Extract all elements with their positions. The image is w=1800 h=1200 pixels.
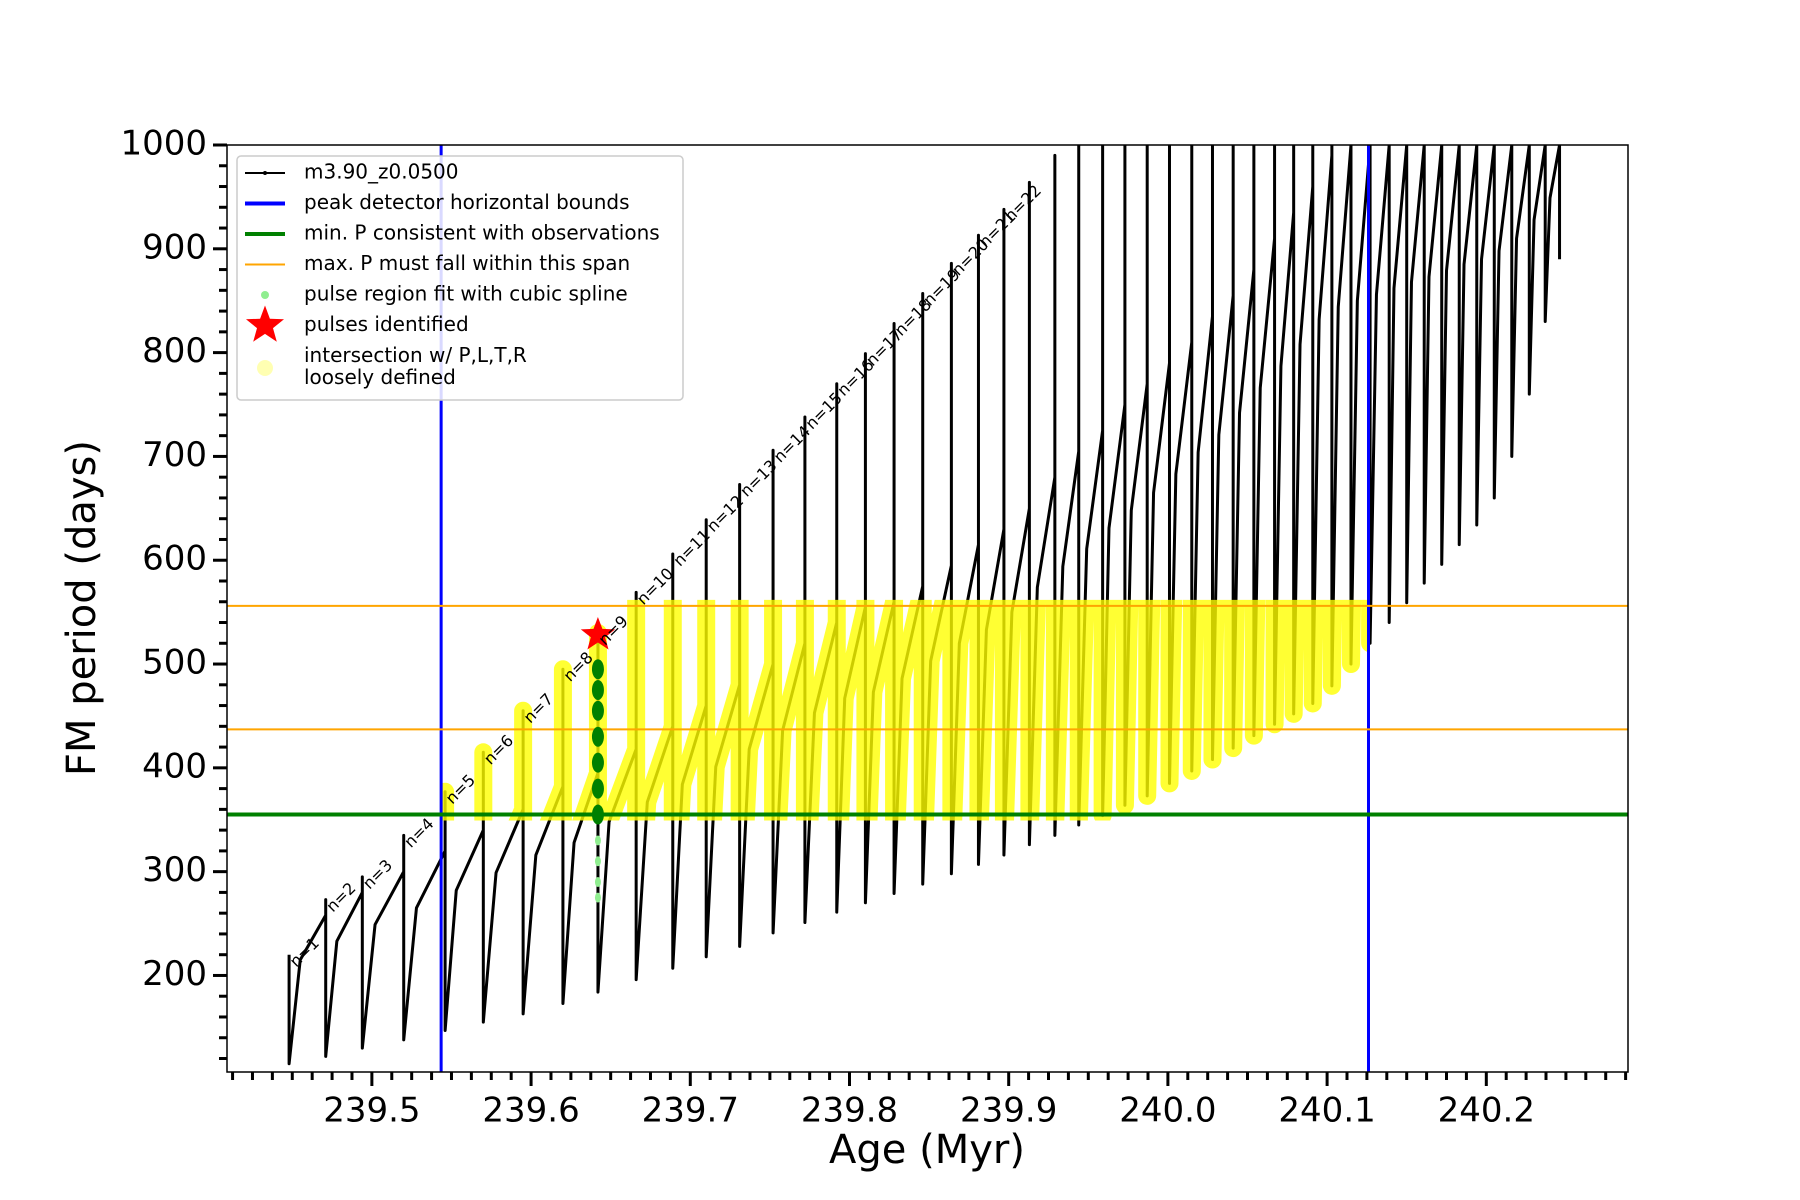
- spline-point: [591, 679, 604, 700]
- spline-point: [591, 752, 604, 773]
- legend-label: intersection w/ P,L,T,R loosely defined: [304, 343, 527, 389]
- legend-label: peak detector horizontal bounds: [304, 190, 630, 214]
- y-tick-label: 600: [142, 539, 207, 579]
- spline-point: [591, 700, 604, 721]
- x-tick-label: 239.5: [323, 1091, 420, 1131]
- spline-point: [594, 877, 601, 888]
- pulse-annotation: n=1: [286, 933, 323, 970]
- legend-label: pulse region fit with cubic spline: [304, 282, 628, 306]
- legend-swatch: [257, 360, 273, 376]
- y-tick-label: 500: [142, 643, 207, 683]
- legend-label: m3.90_z0.0500: [304, 160, 459, 184]
- intersection-region: [441, 599, 1369, 821]
- spline-point: [591, 659, 604, 680]
- x-axis-title: Age (Myr): [829, 1127, 1025, 1173]
- legend-swatch: [261, 291, 269, 299]
- spline-point: [594, 835, 601, 846]
- y-tick-label: 200: [142, 954, 207, 994]
- x-tick-label: 240.1: [1278, 1091, 1375, 1131]
- legend-swatch: [246, 305, 284, 342]
- y-tick-label: 900: [142, 227, 207, 267]
- y-axis-title: FM period (days): [59, 440, 105, 776]
- spline-point: [594, 856, 601, 867]
- pulse-annotation: n=14: [770, 422, 814, 466]
- y-tick-label: 1000: [120, 124, 207, 164]
- plot-frame: [226, 144, 1629, 1073]
- pulse-star: [580, 617, 616, 650]
- y-tick-label: 300: [142, 850, 207, 890]
- y-tick-label: 800: [142, 331, 207, 371]
- x-tick-label: 239.6: [482, 1091, 579, 1131]
- spline-point: [591, 778, 604, 799]
- plot-area: [227, 145, 1628, 1072]
- legend-label: min. P consistent with observations: [304, 221, 660, 245]
- pulse-annotation: n=4: [400, 814, 437, 851]
- legend-swatch: [263, 171, 267, 175]
- spline-point: [594, 892, 601, 903]
- y-tick-label: 700: [142, 435, 207, 475]
- spline-point: [591, 804, 604, 825]
- legend-box: [236, 155, 684, 401]
- x-tick-label: 239.7: [642, 1091, 739, 1131]
- legend-label: max. P must fall within this span: [304, 251, 630, 275]
- x-tick-label: 239.9: [960, 1091, 1057, 1131]
- x-tick-label: 240.2: [1438, 1091, 1535, 1131]
- legend-label: pulses identified: [304, 312, 469, 336]
- y-tick-label: 400: [142, 746, 207, 786]
- pulse-annotation: n=15: [801, 389, 845, 433]
- pulse-annotation: n=22: [1000, 181, 1044, 225]
- spline-point: [591, 726, 604, 747]
- x-tick-label: 240.0: [1119, 1091, 1216, 1131]
- x-tick-label: 239.8: [801, 1091, 898, 1131]
- pulse-annotation: n=3: [359, 856, 396, 893]
